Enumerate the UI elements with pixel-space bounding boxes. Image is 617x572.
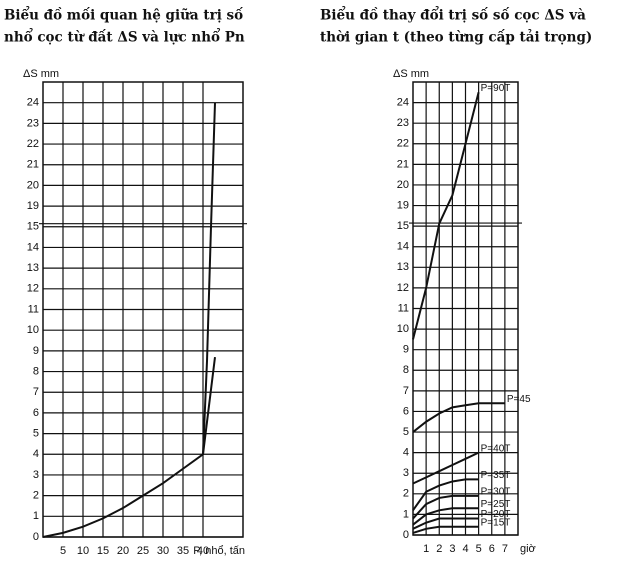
data-line [412, 507, 479, 526]
series-label: P=90T [481, 83, 511, 94]
y-tick-label: 9 [33, 345, 39, 357]
x-tick-label: 10 [77, 545, 89, 557]
y-tick-label: 8 [33, 365, 39, 377]
x-tick-label: 5 [60, 545, 66, 557]
y-tick-label: 10 [397, 323, 409, 335]
chart-title: thời gian t (theo từng cấp tải trọng) [320, 30, 592, 46]
y-tick-label: 20 [397, 179, 409, 191]
y-tick-label: 21 [27, 159, 39, 171]
plot-frame [42, 81, 244, 538]
series-label: P=20T [481, 509, 511, 520]
y-tick-label: 20 [27, 179, 39, 191]
y-tick-label: 6 [33, 407, 39, 419]
x-tick-label: 25 [137, 545, 149, 557]
x-tick-label: 4 [462, 543, 468, 555]
y-tick-label: 23 [397, 117, 409, 129]
x-tick-label: 6 [489, 543, 495, 555]
y-tick-label: 8 [403, 364, 409, 376]
x-tick-label: 2 [436, 543, 442, 555]
y-tick-label: 4 [33, 448, 39, 460]
x-tick-label: 35 [177, 545, 189, 557]
plot-frame [412, 81, 519, 536]
y-tick-label: 3 [403, 467, 409, 479]
data-line [412, 451, 480, 485]
y-tick-label: 3 [33, 469, 39, 481]
y-tick-label: 14 [397, 241, 409, 253]
chart-title: nhổ cọc từ đất ΔS và lực nhổ Pn [4, 30, 245, 46]
x-tick-label: 40 [197, 545, 209, 557]
y-tick-label: 13 [27, 262, 39, 274]
data-line [412, 517, 479, 530]
y-axis-label: ΔS mm [23, 68, 59, 80]
y-tick-label: 7 [33, 386, 39, 398]
y-tick-label: 4 [403, 447, 409, 459]
x-tick-label: 1 [423, 543, 429, 555]
y-tick-label: 21 [397, 158, 409, 170]
x-tick-label: 20 [117, 545, 129, 557]
x-tick-label: 3 [449, 543, 455, 555]
y-tick-label: 0 [33, 531, 39, 543]
y-tick-label: 15 [397, 220, 409, 232]
series-label: P=45 [507, 394, 531, 405]
series-label: P=25T [481, 499, 511, 510]
y-tick-label: 1 [33, 510, 39, 522]
data-line [412, 478, 479, 511]
y-tick-label: 9 [403, 344, 409, 356]
data-line [412, 92, 480, 340]
x-axis-label: P, nhổ, tấn [193, 545, 245, 557]
y-tick-label: 6 [403, 405, 409, 417]
data-line [412, 494, 479, 520]
y-tick-label: 15 [27, 221, 39, 233]
y-tick-label: 2 [33, 490, 39, 502]
chart-title: Biểu đồ mối quan hệ giữa trị số [4, 8, 243, 24]
y-tick-label: 10 [27, 324, 39, 336]
y-tick-label: 12 [27, 283, 39, 295]
series-label: P=15T [481, 517, 511, 528]
y-tick-label: 12 [397, 282, 409, 294]
data-line [412, 402, 505, 433]
y-tick-label: 0 [403, 529, 409, 541]
y-tick-label: 22 [27, 138, 39, 150]
y-tick-label: 2 [403, 488, 409, 500]
y-tick-label: 5 [403, 426, 409, 438]
y-tick-label: 22 [397, 138, 409, 150]
y-tick-label: 1 [403, 508, 409, 520]
series-label: P=30T [481, 487, 511, 498]
data-line [42, 356, 216, 538]
data-line [202, 102, 216, 455]
y-axis-label: ΔS mm [393, 68, 429, 80]
y-tick-label: 5 [33, 427, 39, 439]
y-tick-label: 23 [27, 117, 39, 129]
y-tick-label: 24 [397, 96, 409, 108]
data-line [412, 525, 479, 534]
chart-title: Biểu đồ thay đổi trị số số cọc ΔS và [320, 8, 586, 24]
y-tick-label: 19 [27, 200, 39, 212]
series-label: P=35T [481, 470, 511, 481]
x-tick-label: 5 [476, 543, 482, 555]
y-tick-label: 24 [27, 97, 39, 109]
y-tick-label: 13 [397, 261, 409, 273]
y-tick-label: 11 [398, 302, 409, 314]
x-tick-label: 7 [502, 543, 508, 555]
series-label: P=40T [481, 443, 511, 454]
y-tick-label: 14 [27, 241, 39, 253]
y-tick-label: 19 [397, 199, 409, 211]
x-tick-label: 30 [157, 545, 169, 557]
x-axis-label: giờ [520, 543, 536, 555]
x-tick-label: 15 [97, 545, 109, 557]
y-tick-label: 11 [28, 303, 39, 315]
y-tick-label: 7 [403, 385, 409, 397]
